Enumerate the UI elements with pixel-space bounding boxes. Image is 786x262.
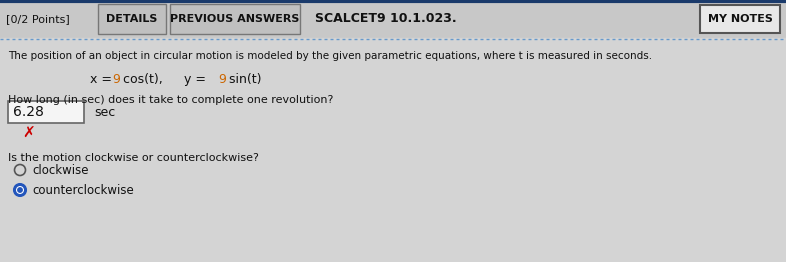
Text: cos(t),: cos(t), [119,73,163,86]
Text: clockwise: clockwise [32,163,89,177]
Text: x =: x = [90,73,116,86]
Circle shape [16,186,24,194]
Text: ✗: ✗ [22,126,35,141]
Circle shape [18,188,22,192]
Text: sin(t): sin(t) [225,73,262,86]
Bar [700,5,780,33]
Text: sec: sec [94,106,116,118]
Bar [98,4,166,34]
Bar [0,38,786,262]
Text: [0/2 Points]: [0/2 Points] [6,14,70,24]
Text: How long (in sec) does it take to complete one revolution?: How long (in sec) does it take to comple… [8,95,333,105]
Text: counterclockwise: counterclockwise [32,183,134,196]
Text: 9: 9 [112,73,120,86]
Bar [0,0,786,38]
Text: MY NOTES: MY NOTES [707,14,773,24]
Bar [8,101,84,123]
Text: DETAILS: DETAILS [106,14,158,24]
Bar [170,4,300,34]
Circle shape [14,184,26,196]
Text: Is the motion clockwise or counterclockwise?: Is the motion clockwise or counterclockw… [8,153,259,163]
Text: 9: 9 [218,73,226,86]
Text: 6.28: 6.28 [13,105,44,119]
Text: y =: y = [172,73,210,86]
Text: The position of an object in circular motion is modeled by the given parametric : The position of an object in circular mo… [8,51,652,61]
Text: SCALCET9 10.1.023.: SCALCET9 10.1.023. [315,13,457,25]
Text: PREVIOUS ANSWERS: PREVIOUS ANSWERS [171,14,299,24]
